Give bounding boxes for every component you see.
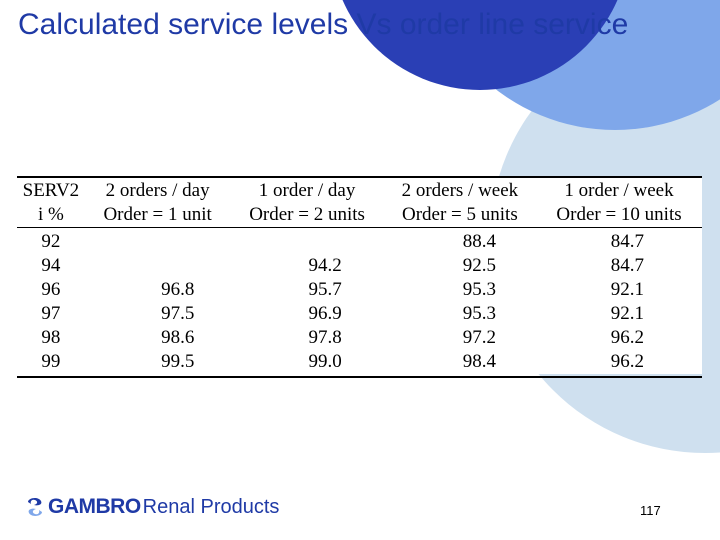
header-2-orders-day: 2 orders / day Order = 1 unit (85, 177, 231, 228)
table-cell: 96.2 (610, 327, 644, 348)
table-row: 97 97.5 96.9 95.3 92.1 (17, 302, 702, 326)
header-2-orders-week: 2 orders / week Order = 5 units (384, 177, 536, 228)
header-serv2-line1: SERV2 (22, 180, 80, 201)
table-cell: 92.1 (610, 303, 644, 324)
table-cell: 98.4 (462, 351, 497, 372)
table-cell: 94 (41, 255, 61, 276)
table-row: 98 98.6 97.8 97.2 96.2 (17, 326, 702, 350)
header-1-order-week: 1 order / week Order = 10 units (536, 177, 702, 228)
header-serv2: SERV2 i % (17, 177, 85, 228)
table-cell: 97.5 (161, 303, 195, 324)
table-cell: 92.5 (462, 255, 497, 276)
header-1-order-day-line2: Order = 2 units (249, 204, 365, 225)
table-cell: 96 (41, 279, 61, 300)
table-row: 94 94.2 92.5 84.7 (17, 254, 702, 278)
table-cell: 94.2 (308, 255, 342, 276)
gambro-logo: GAMBRO Renal Products (24, 490, 279, 524)
header-2-orders-day-line1: 2 orders / day (105, 180, 210, 201)
table-header-row: SERV2 i % 2 orders / day Order = 1 unit … (17, 177, 702, 228)
header-2-orders-day-line2: Order = 1 unit (103, 204, 212, 225)
table-row: 99 99.5 99.0 98.4 96.2 (17, 350, 702, 377)
table-cell: 95.3 (462, 279, 497, 300)
table-cell: 84.7 (610, 255, 644, 276)
table-cell: 92 (41, 231, 61, 252)
table-cell: 88.4 (462, 231, 497, 252)
table-cell: 97 (41, 303, 61, 324)
table-cell: 98.6 (161, 327, 195, 348)
table-cell: 97.8 (308, 327, 342, 348)
deco-circle-dark (342, 0, 618, 90)
table-backdrop (17, 176, 702, 374)
header-serv2-line2: i % (37, 204, 64, 225)
table-cell (230, 228, 383, 255)
table-row: 92 88.4 84.7 (17, 228, 702, 255)
header-1-order-week-line2: Order = 10 units (556, 204, 682, 225)
slide-title: Calculated service levels Vs order line … (18, 8, 629, 41)
logo-brand-text: GAMBRO (48, 495, 141, 518)
table-cell (85, 228, 231, 255)
header-1-order-week-line1: 1 order / week (564, 180, 674, 201)
table-cell: 96.9 (308, 303, 342, 324)
table-cell (85, 254, 231, 278)
table-cell: 84.7 (610, 231, 644, 252)
table-cell: 92.1 (610, 279, 644, 300)
table-cell: 95.7 (308, 279, 342, 300)
header-2-orders-week-line1: 2 orders / week (401, 180, 519, 201)
header-1-order-day: 1 order / day Order = 2 units (230, 177, 383, 228)
table-row: 96 96.8 95.7 95.3 92.1 (17, 278, 702, 302)
logo-sub-text: Renal Products (142, 495, 280, 518)
table-cell: 96.2 (610, 351, 644, 372)
table-cell: 98 (41, 327, 61, 348)
service-levels-table: SERV2 i % 2 orders / day Order = 1 unit … (17, 176, 702, 378)
gambro-swirl-icon (28, 498, 42, 516)
header-2-orders-week-line2: Order = 5 units (402, 204, 518, 225)
table-cell: 99 (41, 351, 61, 372)
table-cell: 99.5 (161, 351, 195, 372)
page-number: 117 (640, 503, 661, 518)
table-cell: 95.3 (462, 303, 497, 324)
table-cell: 96.8 (161, 279, 195, 300)
table-cell: 99.0 (308, 351, 342, 372)
header-1-order-day-line1: 1 order / day (258, 180, 356, 201)
table-cell: 97.2 (462, 327, 497, 348)
